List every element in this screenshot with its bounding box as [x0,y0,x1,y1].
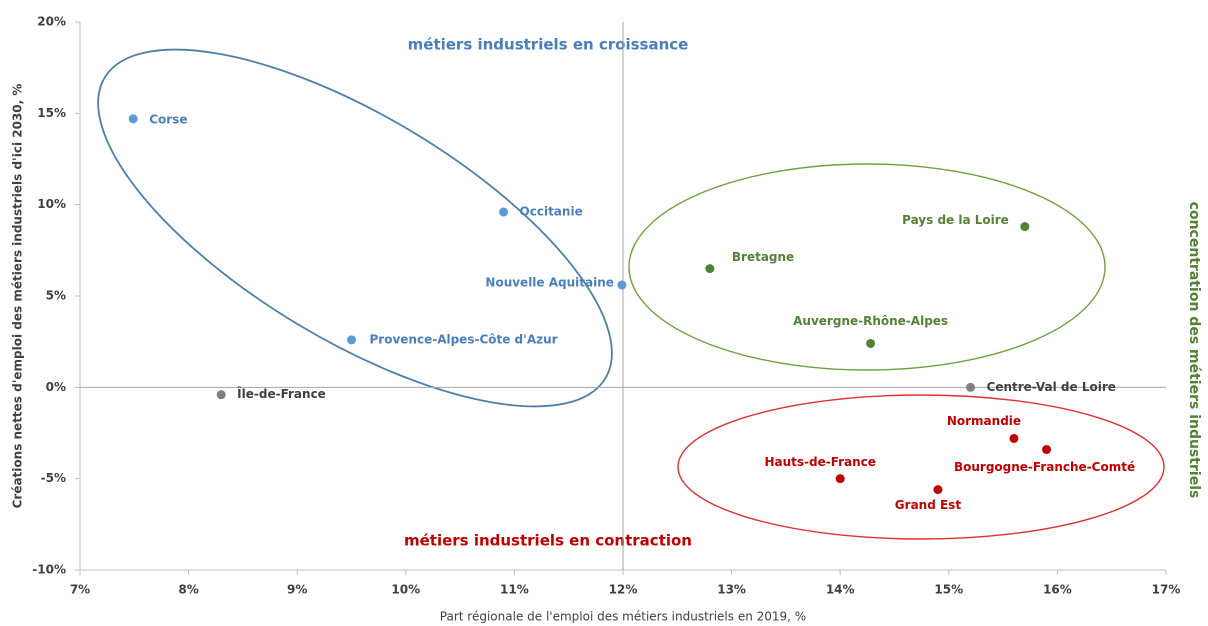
point-label: Bourgogne-Franche-Comté [954,460,1135,474]
point [866,338,876,348]
x-tick-label: 16% [1043,583,1072,597]
point [1009,433,1019,443]
point [216,390,226,400]
point-label: Île-de-France [237,386,326,401]
x-tick-label: 12% [609,583,638,597]
y-tick-label: 10% [37,197,66,211]
point-label: Auvergne-Rhône-Alpes [793,314,948,328]
point [1042,444,1052,454]
x-tick-label: 15% [934,583,963,597]
x-tick-label: 8% [178,583,198,597]
x-tick-label: 9% [287,583,307,597]
point-label: Nouvelle Aquitaine [485,276,614,290]
y-tick-label: 15% [37,106,66,120]
x-axis-title: Part régionale de l'emploi des métiers i… [440,610,806,624]
point-label: Normandie [947,414,1021,428]
point [933,485,943,495]
point-label: Corse [149,112,187,126]
y-tick-label: -10% [32,563,66,577]
annotation: concentration des métiers industriels [1186,202,1202,499]
point-label: Grand Est [895,498,962,512]
point-label: Occitanie [520,204,583,218]
x-tick-label: 14% [826,583,855,597]
point [128,114,138,124]
x-tick-label: 7% [70,583,90,597]
point-label: Bretagne [732,250,794,264]
point-label: Pays de la Loire [902,213,1009,227]
point [966,382,976,392]
point [499,207,509,217]
y-tick-label: -5% [41,471,66,485]
x-tick-label: 13% [717,583,746,597]
group-ellipse [628,163,1106,371]
y-tick-label: 5% [46,289,66,303]
point [835,474,845,484]
annotation: métiers industriels en contraction [404,532,692,550]
point-label: Provence-Alpes-Côte d'Azur [370,332,558,346]
group-ellipse [677,394,1165,540]
y-tick-label: 0% [46,380,66,394]
x-tick-label: 11% [500,583,529,597]
point-label: Centre-Val de Loire [987,380,1116,394]
group-ellipse [97,48,613,408]
point [617,280,627,290]
point-label: Hauts-de-France [764,455,876,469]
x-tick-label: 17% [1152,583,1181,597]
y-axis-title: Créations nettes d'emploi des métiers in… [11,84,25,509]
point [347,335,356,345]
annotation: métiers industriels en croissance [408,36,689,54]
x-tick-label: 10% [391,583,420,597]
y-tick-label: 20% [37,15,66,29]
point [1020,222,1030,232]
point [705,264,715,274]
